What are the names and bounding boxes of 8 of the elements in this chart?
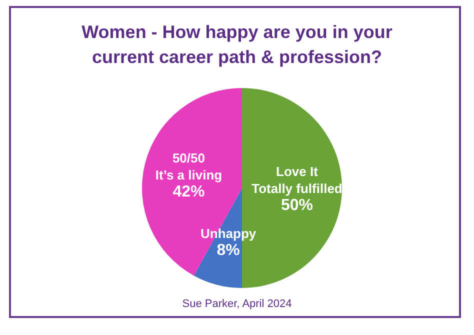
data-label: 42% [172,182,205,200]
data-label: 8% [216,241,240,258]
data-label: 50% [280,196,314,214]
text: Sue Parker, April 2024 [181,298,293,310]
chart-title: Women - How happy are you in your current career path & profession? [80,21,394,69]
slice-label: Love It Totally fulfilled [252,164,342,196]
slice-label: 50/50 It’s a living [155,150,222,182]
slice-label: Unhappy [200,225,257,240]
